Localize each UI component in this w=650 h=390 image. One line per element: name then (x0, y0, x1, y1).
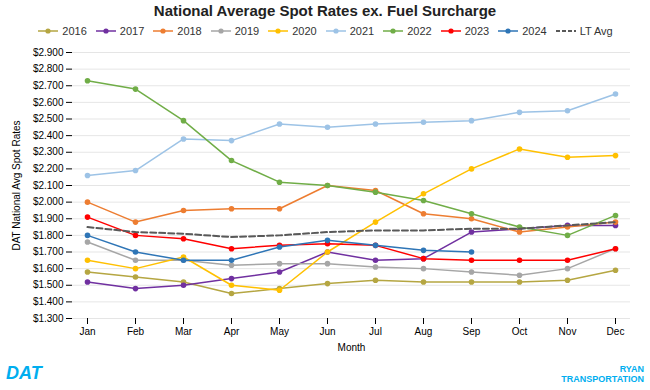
html-text:2016: 2016 (62, 25, 87, 37)
svg-text:DAT National Avg Spot Rates: DAT National Avg Spot Rates (11, 120, 22, 250)
svg-text:$2.800: $2.800 (33, 63, 64, 74)
html-text:National Average Spot Rates ex: National Average Spot Rates ex. Fuel Sur… (153, 2, 497, 19)
svg-text:$1.600: $1.600 (33, 263, 64, 274)
html-text:2022: 2022 (407, 25, 432, 37)
svg-text:$2.700: $2.700 (33, 80, 64, 91)
html-text:2017: 2017 (119, 25, 145, 37)
svg-text:$1.700: $1.700 (33, 246, 64, 257)
html-text:2018: 2018 (177, 25, 202, 37)
svg-text:$1.900: $1.900 (33, 213, 64, 224)
svg-text:Nov: Nov (559, 326, 577, 337)
svg-text:$2.600: $2.600 (33, 97, 64, 108)
svg-text:Oct: Oct (512, 326, 528, 337)
svg-text:Mar: Mar (175, 326, 193, 337)
svg-text:$2.400: $2.400 (33, 130, 64, 141)
html-text:2020: 2020 (292, 25, 317, 37)
svg-text:Feb: Feb (127, 326, 145, 337)
html-text:2019: 2019 (234, 25, 260, 37)
svg-text:$2.500: $2.500 (33, 113, 64, 124)
svg-text:Aug: Aug (415, 326, 433, 337)
html-text:LT Avg: LT Avg (579, 25, 613, 37)
svg-text:$2.100: $2.100 (33, 180, 64, 191)
html-text:2023: 2023 (464, 25, 490, 37)
svg-text:$2.000: $2.000 (33, 196, 64, 207)
svg-text:$1.500: $1.500 (33, 279, 64, 290)
svg-text:$1.300: $1.300 (33, 313, 64, 324)
svg-text:$1.400: $1.400 (33, 296, 64, 307)
html-text:DAT: DAT (6, 363, 42, 383)
svg-text:$1.800: $1.800 (33, 230, 64, 241)
svg-text:$2.200: $2.200 (33, 163, 64, 174)
svg-text:Apr: Apr (224, 326, 240, 337)
svg-text:Jun: Jun (319, 326, 335, 337)
svg-text:Sep: Sep (463, 326, 481, 337)
svg-text:May: May (270, 326, 289, 337)
html-text:2024: 2024 (522, 25, 547, 37)
svg-text:Dec: Dec (607, 326, 625, 337)
svg-text:Jan: Jan (79, 326, 95, 337)
html-text:TRANSPORTATION: TRANSPORTATION (561, 374, 644, 384)
html-text:RYAN: RYAN (619, 364, 644, 374)
svg-text:$2.300: $2.300 (33, 146, 64, 157)
html-text:2021: 2021 (349, 25, 375, 37)
svg-text:$2.900: $2.900 (33, 47, 64, 58)
svg-text:Jul: Jul (369, 326, 382, 337)
svg-text:Month: Month (338, 342, 366, 353)
